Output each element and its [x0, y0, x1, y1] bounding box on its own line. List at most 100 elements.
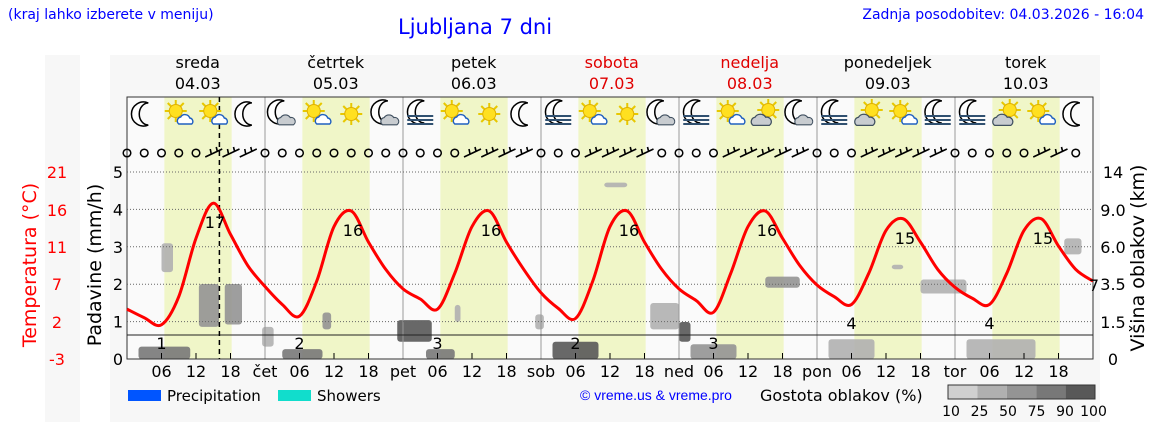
day-name: nedelja [720, 53, 779, 72]
wind-calm-icon [346, 148, 356, 158]
hour-label: 18 [358, 362, 378, 381]
wind-calm-icon [967, 148, 977, 158]
wind-barb-shape [480, 146, 499, 158]
precipitation-swatch [128, 390, 161, 401]
wind-barb-shape [239, 146, 258, 158]
day-date: 05.03 [313, 74, 359, 93]
wind-barb-shape [929, 146, 948, 158]
precip-tick: 1 [113, 313, 123, 332]
last-updated: Zadnja posodobitev: 04.03.2026 - 16:04 [862, 7, 1144, 23]
wind-calm-icon [329, 148, 339, 158]
min-temp-label: 2 [570, 334, 580, 353]
colorbar-label: 100 [1080, 404, 1107, 420]
wind-barb-icon [929, 146, 948, 158]
wind-barb-shape [877, 146, 896, 158]
daylight-band [302, 97, 370, 359]
wind-barb-icon [463, 146, 482, 158]
precip-tick: 2 [113, 275, 123, 294]
wind-calm-icon [570, 148, 581, 158]
wind-barb-icon [498, 146, 516, 158]
max-temp-label: 15 [895, 229, 915, 248]
cloud-patch [138, 346, 191, 359]
wind-calm-icon [536, 148, 546, 158]
wind-calm-icon [1002, 148, 1012, 158]
wind-calm-icon [312, 148, 322, 158]
day-name: sreda [176, 53, 220, 72]
day-date: 06.03 [451, 74, 497, 93]
wind-barb-shape [498, 146, 516, 158]
hour-label: 06 [841, 362, 861, 381]
cloud-height-tick: 6.0 [1100, 238, 1125, 257]
wind-calm-icon [691, 148, 701, 158]
wind-calm-icon [553, 148, 563, 158]
wind-calm-icon [432, 148, 443, 158]
wind-barb-icon [774, 146, 792, 158]
wind-barb-shape [601, 146, 620, 158]
wind-calm-icon [398, 148, 408, 158]
wind-barb-icon [204, 146, 223, 158]
temp-tick: 11 [47, 238, 67, 257]
day-abbr-label: tor [944, 362, 967, 381]
wind-calm-icon [708, 148, 719, 158]
wind-barb-shape [636, 146, 654, 158]
cloud-patch [397, 320, 432, 342]
precip-tick: 4 [113, 200, 123, 219]
wind-calm-icon [381, 148, 391, 158]
temp-tick: 7 [52, 275, 62, 294]
cloud-patch [679, 322, 691, 342]
colorbar-segment [1006, 385, 1037, 399]
cloud-patch [552, 341, 599, 359]
day-name: petek [451, 53, 497, 72]
cloud-patch [262, 326, 274, 347]
wind-barb-icon [877, 146, 896, 158]
wind-barb-icon [222, 146, 240, 158]
cloud-patch [224, 284, 242, 325]
wind-barb-icon [756, 146, 775, 158]
hour-label: 06 [565, 362, 585, 381]
min-temp-label: 1 [156, 334, 166, 353]
hour-label: 18 [1048, 362, 1068, 381]
region-hint: (kraj lahko izberete v meniju) [8, 7, 214, 23]
wind-barb-shape [1050, 146, 1068, 158]
max-temp-label: 15 [1033, 229, 1053, 248]
day-name: sobota [585, 53, 639, 72]
hour-label: 18 [634, 362, 654, 381]
wind-calm-icon [260, 148, 270, 158]
wind-barb-shape [774, 146, 792, 158]
cloud-patch [650, 303, 679, 330]
colorbar-label: 25 [971, 404, 989, 420]
wind-barb-shape [204, 146, 223, 158]
wind-barb-shape [463, 146, 482, 158]
colorbar-border [947, 384, 1096, 400]
wind-barb-icon [239, 146, 258, 158]
wind-barb-shape [860, 146, 879, 158]
hour-label: 12 [462, 362, 482, 381]
wind-calm-icon [191, 148, 201, 158]
wind-barb-icon [636, 146, 654, 158]
wind-barb-shape [739, 146, 758, 158]
temperature-line [126, 201, 1094, 328]
credit-link[interactable]: © vreme.us & vreme.pro [580, 387, 732, 403]
day-name: četrtek [307, 53, 365, 72]
hour-label: 12 [186, 362, 206, 381]
wind-calm-icon [846, 148, 857, 158]
temp-tick: 21 [47, 163, 67, 182]
hour-label: 06 [703, 362, 723, 381]
wind-calm-icon [812, 148, 822, 158]
temp-axis-title: Temperatura (°C) [19, 183, 41, 348]
hour-label: 18 [910, 362, 930, 381]
hour-label: 12 [324, 362, 344, 381]
colorbar-label: 10 [942, 404, 960, 420]
day-name: ponedeljek [844, 53, 933, 72]
min-temp-label: 2 [294, 334, 304, 353]
wind-calm-icon [950, 148, 960, 158]
showers-legend: Showers [317, 387, 381, 405]
temp-tick: -3 [49, 350, 65, 369]
precip-axis-title: Padavine (mm/h) [84, 184, 106, 347]
colorbar-label: 75 [1028, 404, 1046, 420]
wind-barb-icon [584, 146, 603, 158]
wind-calm-icon [174, 148, 184, 158]
wind-calm-icon [363, 148, 374, 158]
page-title: Ljubljana 7 dni [398, 15, 553, 39]
